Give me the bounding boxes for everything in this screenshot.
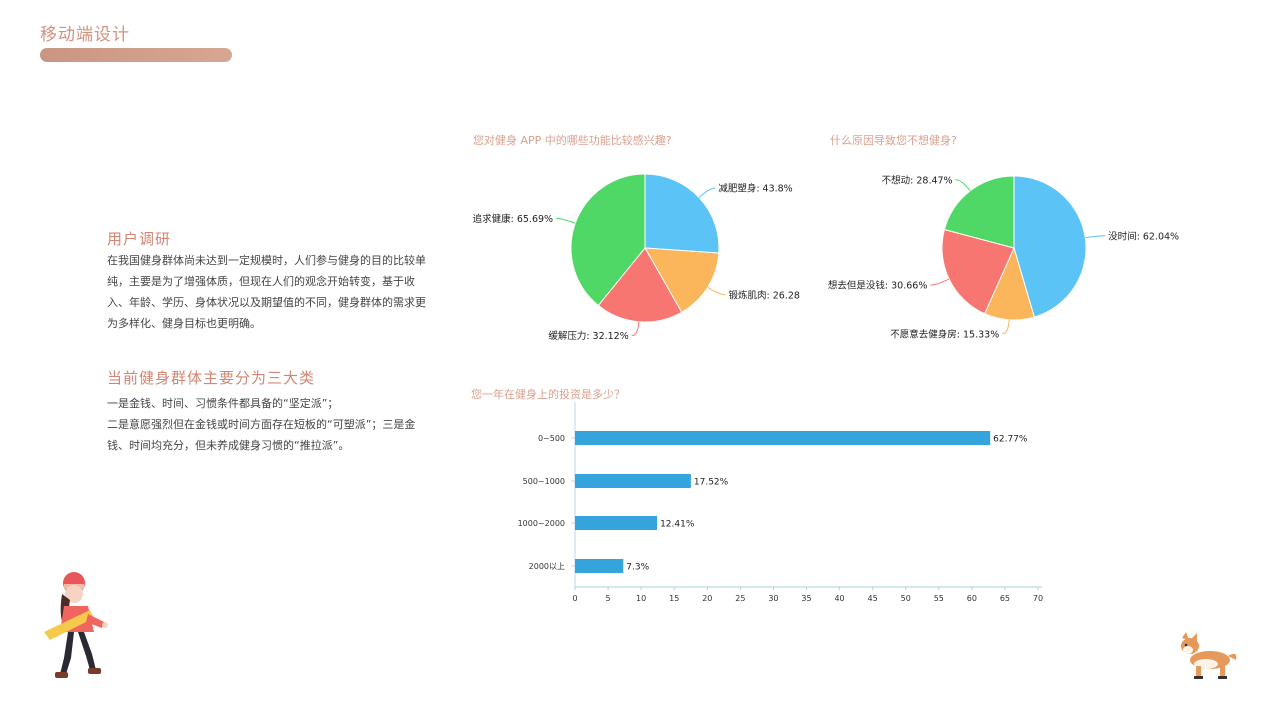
bar-x-tick-label-10: 50 — [901, 594, 911, 603]
girl-illustration-icon — [44, 572, 108, 678]
bar-chart-title: 您一年在健身上的投资是多少？ — [471, 388, 625, 401]
header-underline-bar — [40, 48, 232, 62]
bar-value-label-3: 7.3% — [626, 563, 649, 573]
bar-x-tick-label-2: 10 — [636, 594, 646, 603]
user-research-paragraph: 在我国健身群体尚未达到一定规模时，人们参与健身的目的比较单纯，主要是为了增强体质… — [107, 254, 426, 330]
section-title-groups: 当前健身群体主要分为三大类 — [107, 369, 316, 387]
pie1-slice-1 — [644, 247, 720, 313]
pie2-leader-line-1 — [1002, 319, 1010, 335]
bar-category-label-1: 500~1000 — [523, 477, 565, 486]
bar-x-tick-label-11: 55 — [934, 594, 944, 603]
pie1-leader-line-2 — [631, 321, 640, 337]
pie2-slice-3 — [943, 175, 1015, 249]
bar-x-tick-label-6: 30 — [768, 594, 778, 603]
pie1-slice-label-3: 追求健康: 65.69% — [473, 213, 553, 225]
pie1-leader-line-0 — [698, 187, 716, 198]
section-title-user-research: 用户调研 — [107, 230, 172, 248]
bar-1 — [575, 474, 691, 488]
pie-chart-app-features: 减肥塑身: 43.8% 锻炼肌肉: 26.28% 缓解压力: 32.12% 追求健康:… — [473, 173, 800, 342]
pie1-slice-label-2: 缓解压力: 32.12% — [548, 330, 628, 342]
pie1-slice-label-0: 减肥塑身: 43.8% — [718, 182, 792, 194]
groups-line-1: 一是金钱、时间、习惯条件都具备的“坚定派”； — [107, 397, 339, 410]
bar-x-tick-label-0: 0 — [572, 594, 577, 603]
bar-value-label-1: 17.52% — [694, 478, 729, 488]
bar-x-tick-label-9: 45 — [868, 594, 878, 603]
pie1-slice-label-1: 锻炼肌肉: 26.28% — [729, 289, 800, 301]
pie2-leader-line-0 — [1085, 235, 1106, 239]
pie2-slice-label-2: 想去但是没钱: 30.66% — [828, 280, 927, 292]
pie1-slice-2 — [597, 247, 683, 323]
bar-3 — [575, 559, 624, 573]
pie2-slice-0 — [1013, 175, 1087, 318]
bar-x-tick-label-4: 20 — [702, 594, 712, 603]
pie2-leader-line-2 — [930, 278, 950, 286]
pie2-slice-label-0: 没时间: 62.04% — [1108, 230, 1179, 242]
section-body-groups: 一是金钱、时间、习惯条件都具备的“坚定派”； 二是意愿强烈但在金钱或时间方面存在… — [107, 393, 429, 456]
page-header-title: 移动端设计 — [40, 25, 130, 45]
pie2-leader-line-3 — [955, 179, 971, 192]
bar-category-label-2: 1000~2000 — [518, 519, 565, 528]
bar-value-label-0: 62.77% — [993, 435, 1028, 445]
bar-2 — [575, 516, 658, 530]
pie2-slice-label-1: 不愿意去健身房: 15.33% — [890, 328, 999, 340]
corgi-dog-icon — [1181, 632, 1237, 679]
bar-x-tick-label-8: 40 — [834, 594, 844, 603]
bar-x-tick-label-14: 70 — [1033, 594, 1043, 603]
bar-category-label-0: 0~500 — [538, 434, 565, 443]
pie-chart-reasons: 没时间: 62.04% 不愿意去健身房: 15.33% 想去但是没钱: 30.66%… — [828, 174, 1179, 340]
pie2-slice-2 — [941, 228, 1015, 315]
bar-x-tick-label-3: 15 — [669, 594, 679, 603]
bar-value-label-2: 12.41% — [660, 520, 695, 530]
pie1-title: 您对健身 APP 中的哪些功能比较感兴趣? — [473, 134, 672, 147]
bar-category-label-3: 2000以上 — [529, 562, 565, 571]
pie2-title: 什么原因导致您不想健身? — [830, 134, 957, 147]
pie1-leader-line-1 — [707, 286, 726, 296]
bar-x-tick-label-13: 65 — [1000, 594, 1010, 603]
bar-x-tick-label-12: 60 — [967, 594, 977, 603]
pie1-leader-line-3 — [556, 218, 576, 224]
bar-chart-annual-investment: 0~500 62.77% 500~1000 17.52% 1000~2000 12.41%… — [518, 402, 1043, 603]
bar-x-tick-label-5: 25 — [735, 594, 745, 603]
bar-x-tick-label-1: 5 — [606, 594, 611, 603]
pie1-slice-0 — [644, 173, 720, 254]
bar-x-tick-label-7: 35 — [801, 594, 811, 603]
section-body-user-research: 在我国健身群体尚未达到一定规模时，人们参与健身的目的比较单纯，主要是为了增强体质… — [107, 250, 429, 334]
bar-0 — [575, 431, 991, 445]
pie2-slice-label-3: 不想动: 28.47% — [882, 174, 953, 186]
groups-line-2: 二是意愿强烈但在金钱或时间方面存在短板的“可塑派”；三是金钱、时间均充分，但未养… — [107, 418, 416, 452]
